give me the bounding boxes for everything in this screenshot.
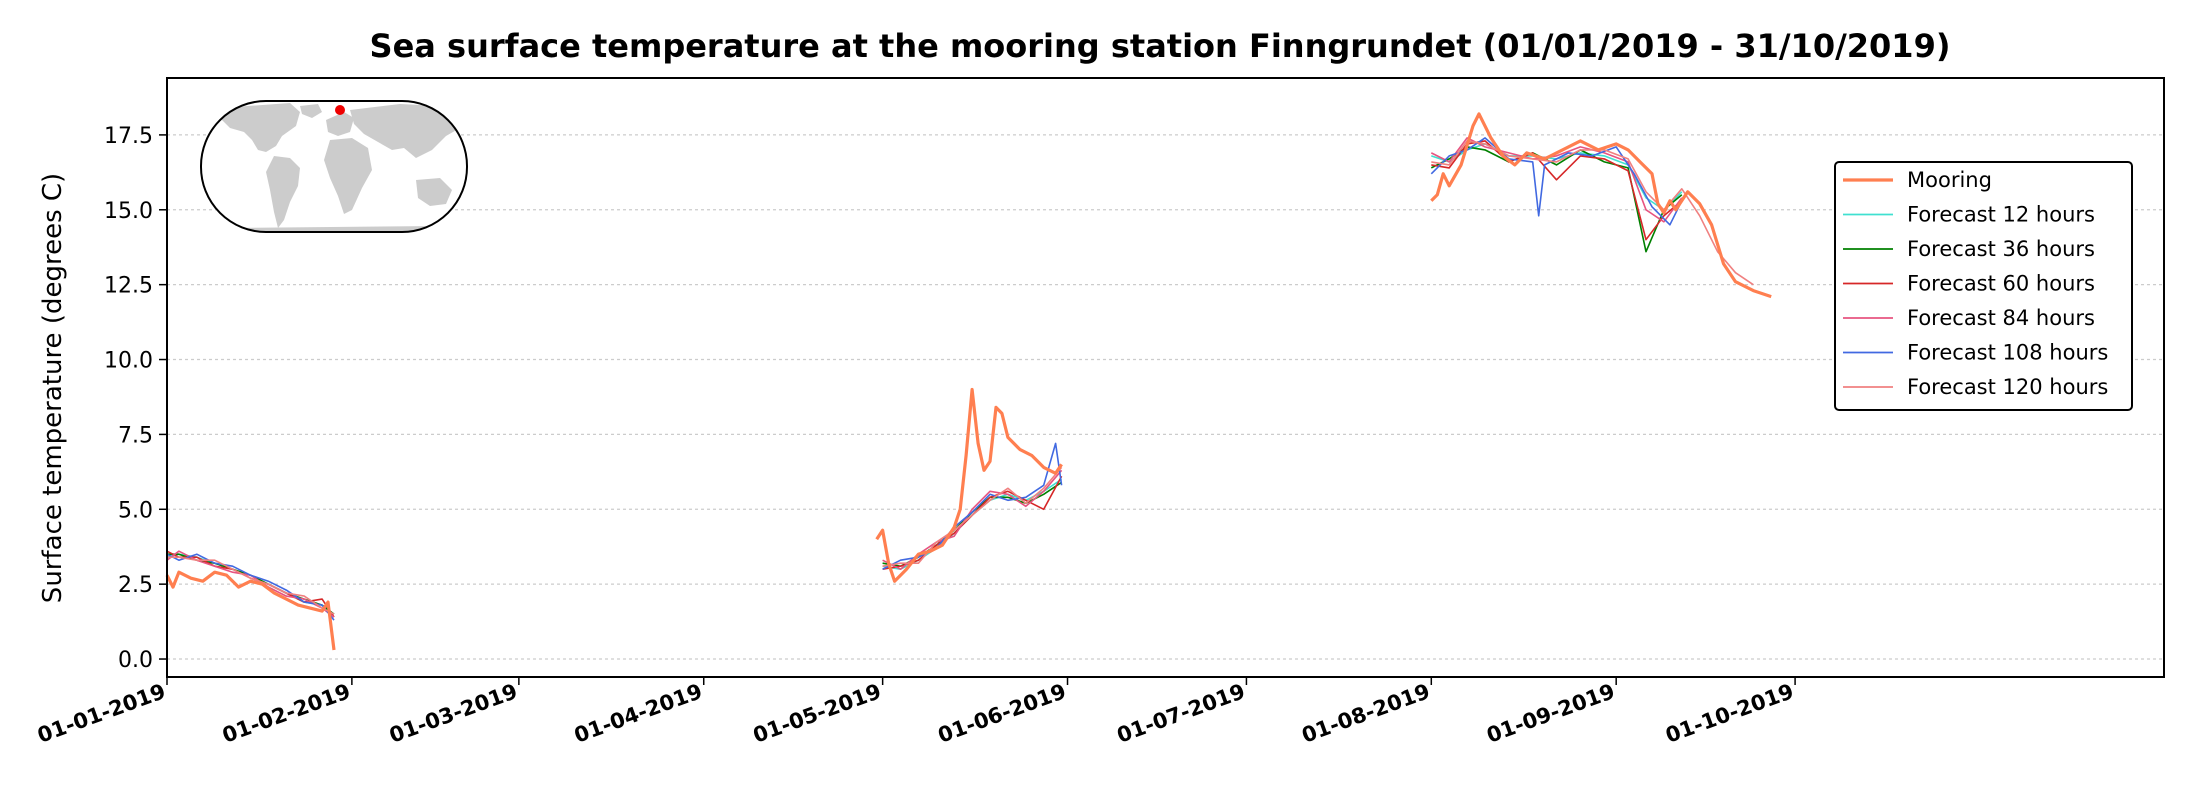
legend-label: Forecast 12 hours — [1907, 203, 2095, 227]
y-axis: 0.0 2.5 5.0 7.5 10.0 12.5 15.0 17.5 — [104, 124, 167, 673]
x-tick-label: 01-09-2019 — [1483, 679, 1617, 747]
series-line-mooring — [875, 387, 1063, 583]
legend-label: Forecast 60 hours — [1907, 272, 2095, 296]
y-tick-label: 5.0 — [118, 498, 153, 523]
y-tick-label: 17.5 — [104, 124, 153, 149]
station-marker — [335, 105, 345, 115]
chart-title: Sea surface temperature at the mooring s… — [370, 27, 1951, 65]
inset-world-map — [200, 100, 468, 233]
series-line-forecast-108-hours — [882, 442, 1063, 570]
legend: Mooring Forecast 12 hours Forecast 36 hour… — [1834, 161, 2133, 411]
plot-frame — [166, 77, 2165, 678]
y-tick-label: 7.5 — [118, 423, 153, 448]
series-line-forecast-12-hours — [882, 478, 1063, 571]
legend-label: Forecast 36 hours — [1907, 237, 2095, 261]
x-axis: 01-01-2019 01-02-2019 01-03-2019 01-04-2019… — [34, 677, 1797, 748]
x-tick-label: 01-10-2019 — [1662, 679, 1796, 747]
legend-label: Mooring — [1907, 168, 1992, 192]
grid-lines — [167, 134, 2164, 660]
series-line-forecast-60-hours — [882, 475, 1063, 570]
series-line-forecast-108-hours — [1430, 137, 1683, 226]
legend-items: Mooring Forecast 12 hours Forecast 36 hour… — [1843, 168, 2108, 399]
series-line-mooring — [1430, 112, 1772, 299]
x-tick-label: 01-03-2019 — [386, 679, 520, 747]
x-tick-label: 01-05-2019 — [750, 679, 884, 747]
series-line-forecast-120-hours — [1431, 140, 1754, 286]
legend-label: Forecast 84 hours — [1907, 306, 2095, 330]
series-line-forecast-108-hours — [166, 553, 335, 621]
legend-box — [1834, 161, 2133, 411]
y-axis-label: Surface temperature (degrees C) — [38, 173, 68, 603]
series-line-forecast-84-hours — [1430, 137, 1683, 223]
y-tick-label: 0.0 — [118, 648, 153, 673]
series-line-mooring — [165, 570, 336, 651]
world-landmasses — [220, 103, 462, 232]
x-tick-label: 01-07-2019 — [1114, 679, 1248, 747]
x-tick-label: 01-08-2019 — [1299, 679, 1433, 747]
x-tick-label: 01-02-2019 — [219, 679, 353, 747]
series-line-forecast-120-hours — [882, 466, 1063, 567]
y-tick-label: 10.0 — [104, 349, 153, 374]
series-line-forecast-120-hours — [167, 556, 335, 615]
legend-label: Forecast 108 hours — [1907, 341, 2108, 365]
legend-label: Forecast 120 hours — [1907, 375, 2108, 399]
x-tick-label: 01-04-2019 — [571, 679, 705, 747]
x-tick-label: 01-01-2019 — [34, 679, 168, 747]
y-tick-label: 2.5 — [118, 573, 153, 598]
plot-area — [165, 112, 1772, 651]
y-tick-label: 12.5 — [104, 274, 153, 299]
x-tick-label: 01-06-2019 — [935, 679, 1069, 747]
series-line-forecast-84-hours — [882, 469, 1063, 571]
y-tick-label: 15.0 — [104, 199, 153, 224]
